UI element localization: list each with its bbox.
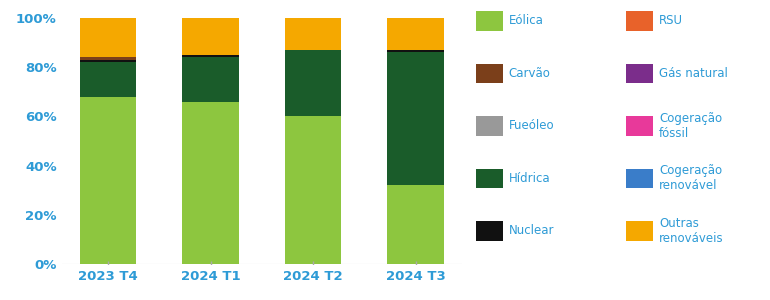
Bar	[182, 18, 239, 55]
FancyBboxPatch shape	[626, 64, 653, 83]
Bar	[80, 60, 136, 62]
FancyBboxPatch shape	[626, 11, 653, 31]
Text: Fueóleo: Fueóleo	[509, 119, 554, 133]
Text: Cogeração
renovável: Cogeração renovável	[659, 164, 722, 193]
Bar	[182, 55, 239, 57]
Bar	[387, 185, 444, 264]
Bar	[182, 102, 239, 264]
FancyBboxPatch shape	[626, 169, 653, 188]
Bar	[285, 18, 341, 50]
FancyBboxPatch shape	[476, 64, 503, 83]
FancyBboxPatch shape	[476, 11, 503, 31]
FancyBboxPatch shape	[476, 221, 503, 241]
Text: Nuclear: Nuclear	[509, 224, 554, 238]
Text: RSU: RSU	[659, 14, 683, 28]
Bar	[285, 50, 341, 116]
Bar	[387, 18, 444, 50]
Text: Carvão: Carvão	[509, 67, 551, 80]
FancyBboxPatch shape	[626, 221, 653, 241]
Text: Cogeração
fóssil: Cogeração fóssil	[659, 112, 722, 140]
Bar	[387, 50, 444, 52]
Bar	[80, 62, 136, 97]
FancyBboxPatch shape	[476, 116, 503, 136]
Bar	[387, 52, 444, 185]
Text: Hídrica: Hídrica	[509, 172, 551, 185]
Bar	[182, 57, 239, 102]
Text: Gás natural: Gás natural	[659, 67, 728, 80]
FancyBboxPatch shape	[476, 169, 503, 188]
Text: Eólica: Eólica	[509, 14, 544, 28]
Bar	[285, 116, 341, 264]
Bar	[80, 18, 136, 57]
Bar	[80, 57, 136, 60]
Bar	[80, 97, 136, 264]
FancyBboxPatch shape	[626, 116, 653, 136]
Text: Outras
renováveis: Outras renováveis	[659, 217, 724, 245]
